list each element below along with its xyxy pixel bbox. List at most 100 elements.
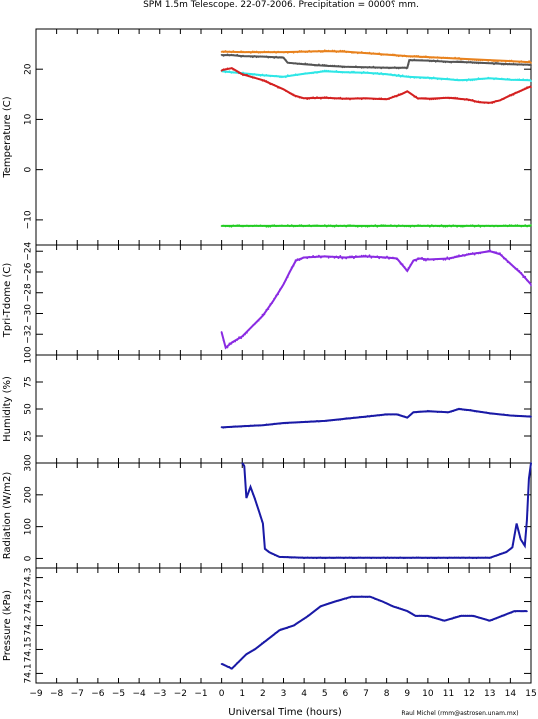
data-point [308,224,311,227]
data-point [425,77,427,79]
data-point [428,60,431,63]
data-point [384,53,386,56]
data-point [442,78,445,80]
data-point [508,94,511,96]
data-point [246,224,248,227]
data-point [333,64,336,67]
data-point [497,77,499,80]
data-point [502,551,505,554]
data-point [474,615,476,617]
data-point [388,413,390,416]
data-point [241,656,244,659]
data-point [255,50,258,53]
data-point [477,100,480,103]
y-tick-label: 74.3 [24,568,34,588]
data-point [275,422,277,425]
data-point [460,225,462,228]
data-point [349,417,351,420]
data-point [270,552,273,555]
data-point [463,61,466,64]
data-point [291,625,294,627]
data-point [320,70,322,73]
data-point [378,73,381,76]
data-point [351,70,353,73]
data-point [360,225,363,228]
data-point [528,64,530,66]
data-point [386,73,388,75]
data-point [499,225,501,228]
data-point [349,51,351,53]
data-point [240,50,243,53]
data-point [263,536,265,539]
data-point [325,49,328,52]
data-point [456,255,458,257]
data-point [220,331,223,333]
data-point [325,69,328,72]
data-point [442,225,445,228]
data-point [472,557,474,560]
data-point [526,78,528,81]
data-point [292,74,295,76]
data-point [405,55,408,58]
x-tick-label: 8 [384,689,390,699]
data-point [528,60,530,63]
data-point [359,595,361,598]
data-point [323,255,326,258]
data-point [399,93,402,95]
data-point [380,600,382,602]
data-point [499,59,501,62]
data-point [395,55,398,57]
data-point [267,50,270,53]
data-point [294,51,297,53]
data-point [526,509,529,512]
data-point [321,420,324,422]
data-point [298,224,301,227]
data-point [364,225,367,228]
data-point [263,50,266,53]
data-point [246,73,248,76]
data-point [448,61,451,64]
data-point [401,92,404,95]
data-point [492,555,494,558]
data-point [236,425,239,428]
data-point [403,609,405,611]
data-point [477,59,480,62]
data-point [382,53,384,56]
data-point [520,79,523,81]
data-point [408,611,411,614]
data-point [283,75,285,78]
data-point [364,254,367,257]
y-axis-label: Pressure (kPa) [2,590,13,661]
x-tick-label: −7 [71,689,84,699]
data-point [343,49,346,52]
data-point [345,66,348,68]
data-point [271,83,274,85]
data-point [434,60,437,63]
data-point [301,556,304,559]
y-tick-label: −30 [24,304,34,323]
data-point [317,556,320,559]
data-point [353,557,356,559]
data-point [504,78,507,81]
data-point [524,610,526,612]
data-point [467,61,470,64]
data-point [222,339,225,342]
data-point [421,410,423,413]
data-point [308,97,311,100]
data-point [284,90,287,92]
data-point [495,61,497,64]
data-point [442,258,445,261]
data-point [502,413,505,416]
data-point [473,253,476,256]
data-point [333,225,336,228]
data-point [296,258,299,260]
data-point [261,79,264,82]
data-point [445,619,448,622]
data-point [393,95,396,97]
data-point [341,556,343,559]
data-point [255,647,258,650]
data-point [343,557,345,560]
data-point [497,554,500,556]
data-point [462,254,464,256]
data-point [388,53,390,56]
